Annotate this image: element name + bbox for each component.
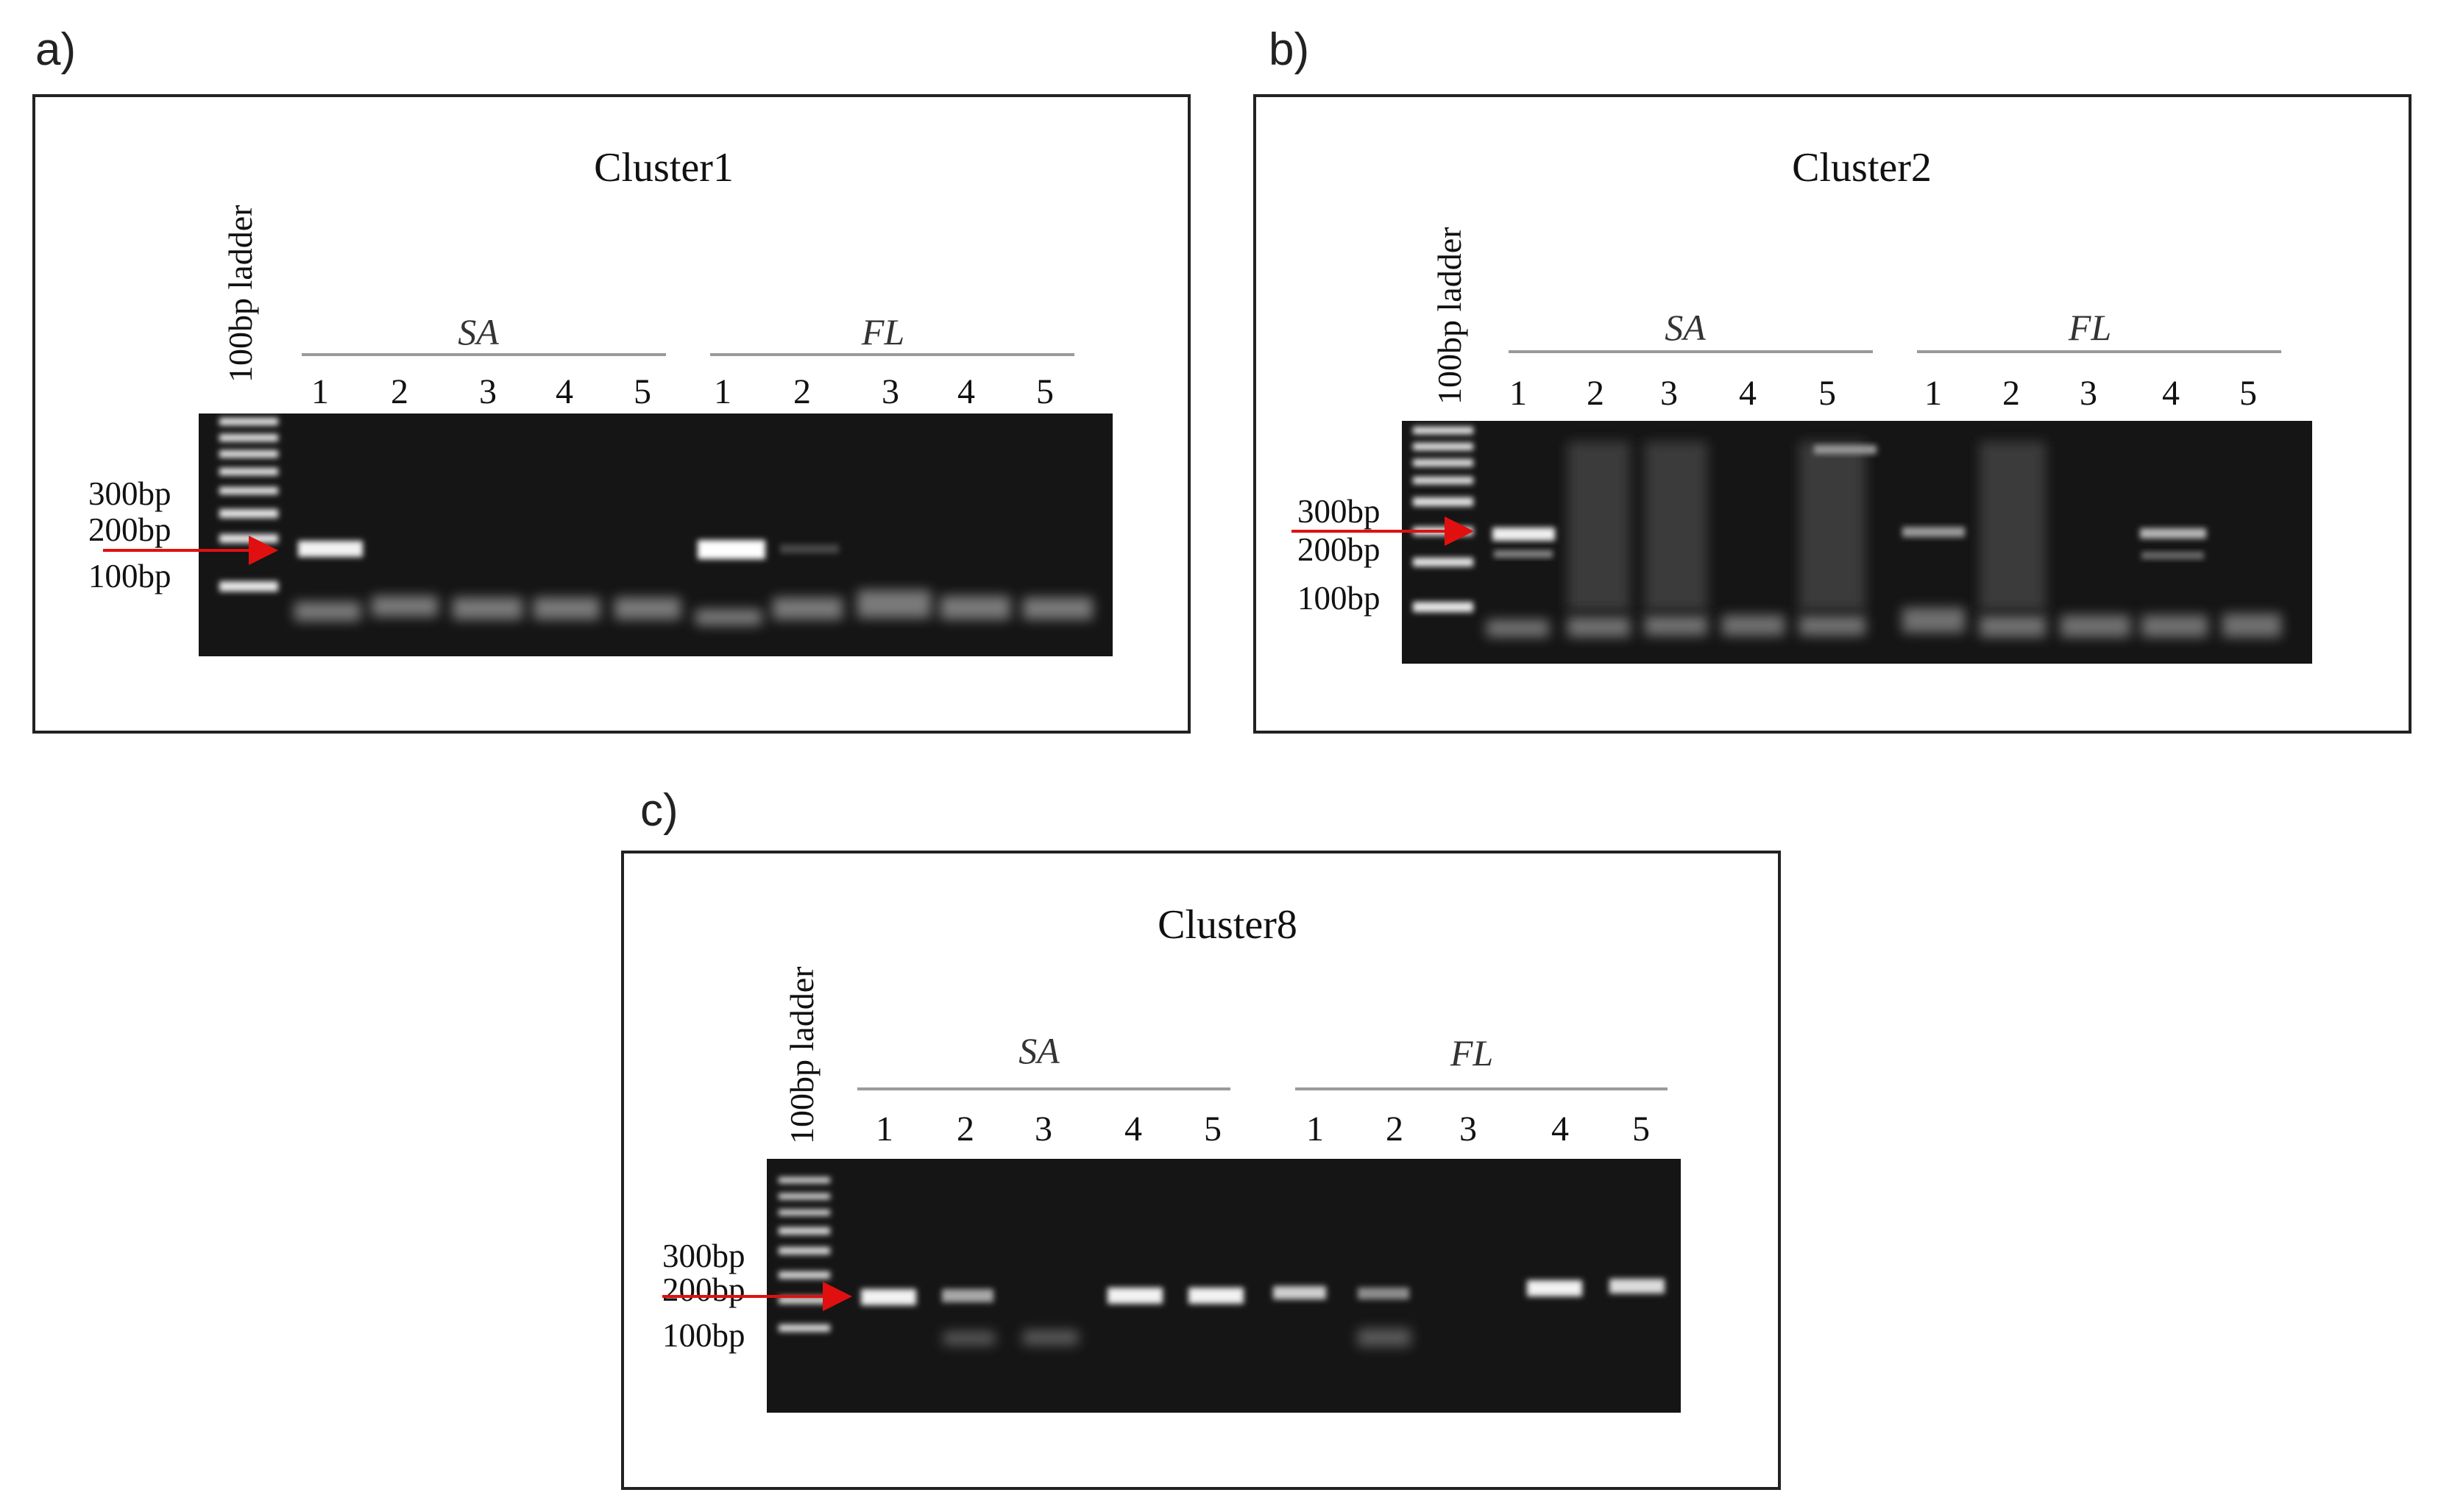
size-marker-300bp: 300bp — [662, 1238, 745, 1274]
lane-number: 3 — [1459, 1110, 1477, 1149]
lane-number: 1 — [1509, 374, 1527, 413]
lane-number: 1 — [876, 1110, 893, 1149]
lane-number: 4 — [2162, 374, 2180, 413]
lane-number: 5 — [2239, 374, 2257, 413]
lane-number: 4 — [957, 372, 975, 411]
lane-number: 3 — [1035, 1110, 1052, 1149]
panel-b: b) Cluster2 100bp ladder SA FL 1 2 3 4 5… — [1253, 24, 2412, 734]
lane-number: 1 — [714, 372, 731, 411]
panel-a: a) Cluster1 100bp ladder SA FL 1 2 3 4 5… — [32, 24, 1191, 734]
lane-number: 4 — [1739, 374, 1757, 413]
group-label-fl: FL — [2068, 307, 2111, 348]
target-band — [1492, 528, 1555, 541]
cluster-title: Cluster2 — [1792, 145, 1932, 191]
target-band — [1358, 1288, 1409, 1299]
lane-number: 3 — [882, 372, 899, 411]
lane-number: 5 — [634, 372, 651, 411]
panel-letter: a) — [35, 24, 76, 75]
panel-c: c) Cluster8 100bp ladder SA FL 1 2 3 4 5… — [621, 785, 1781, 1490]
target-band — [1527, 1280, 1582, 1296]
panel-letter: c) — [640, 785, 678, 836]
target-band — [298, 541, 363, 557]
lane-number: 3 — [1660, 374, 1678, 413]
lane-number: 1 — [1306, 1110, 1324, 1149]
lane-number: 5 — [1818, 374, 1836, 413]
secondary-band — [1494, 550, 1553, 558]
lane-number: 2 — [793, 372, 811, 411]
lane-number: 2 — [957, 1110, 974, 1149]
ladder-label: 100bp ladder — [222, 205, 259, 383]
target-band — [861, 1289, 916, 1305]
lane-number: 4 — [556, 372, 573, 411]
lane-number: 4 — [1551, 1110, 1569, 1149]
lane-number: 2 — [1587, 374, 1604, 413]
smear-lanes — [1567, 441, 2046, 611]
low-bands — [943, 1329, 1411, 1346]
low-bands — [1486, 608, 2281, 637]
group-label-fl: FL — [861, 311, 904, 352]
lane-number: 2 — [2002, 374, 2020, 413]
faint-band — [780, 544, 839, 553]
size-marker-100bp: 100bp — [662, 1317, 745, 1354]
panel-letter: b) — [1269, 24, 1309, 75]
target-band — [1609, 1279, 1665, 1293]
gel-image — [1402, 421, 2312, 664]
size-marker-200bp: 200bp — [1297, 531, 1381, 568]
ladder-label: 100bp ladder — [783, 967, 821, 1144]
cluster-title: Cluster1 — [594, 145, 734, 191]
low-bands — [294, 590, 1093, 625]
size-marker-300bp: 300bp — [88, 475, 171, 512]
group-label-sa: SA — [1665, 307, 1706, 348]
target-band — [1273, 1286, 1326, 1299]
target-band — [698, 540, 765, 559]
group-label-sa: SA — [1018, 1030, 1060, 1071]
target-band — [1188, 1288, 1244, 1304]
ladder-bands — [779, 1177, 830, 1332]
size-marker-100bp: 100bp — [88, 558, 171, 594]
group-label-sa: SA — [458, 311, 499, 352]
size-marker-200bp: 200bp — [662, 1271, 745, 1308]
lane-number: 5 — [1036, 372, 1054, 411]
size-marker-200bp: 200bp — [88, 511, 171, 548]
target-band — [942, 1289, 993, 1302]
faint-band — [1902, 527, 1965, 537]
lane-number: 1 — [1924, 374, 1942, 413]
faint-band — [2140, 528, 2206, 539]
size-marker-100bp: 100bp — [1297, 580, 1381, 617]
lane-number: 1 — [311, 372, 329, 411]
faint-band — [2141, 552, 2204, 559]
group-label-fl: FL — [1450, 1032, 1493, 1073]
lane-number: 3 — [2080, 374, 2097, 413]
lane-number: 5 — [1204, 1110, 1222, 1149]
target-band — [1108, 1288, 1163, 1304]
gel-image — [199, 414, 1113, 656]
lane-number: 4 — [1124, 1110, 1142, 1149]
ladder-label: 100bp ladder — [1431, 227, 1468, 405]
size-marker-300bp: 300bp — [1297, 493, 1381, 530]
gel-image — [767, 1159, 1681, 1413]
cluster-title: Cluster8 — [1158, 902, 1297, 948]
lane-number: 3 — [479, 372, 497, 411]
lane-number: 2 — [1386, 1110, 1403, 1149]
lane-number: 5 — [1632, 1110, 1650, 1149]
lane-number: 2 — [391, 372, 408, 411]
high-band — [1814, 445, 1877, 454]
